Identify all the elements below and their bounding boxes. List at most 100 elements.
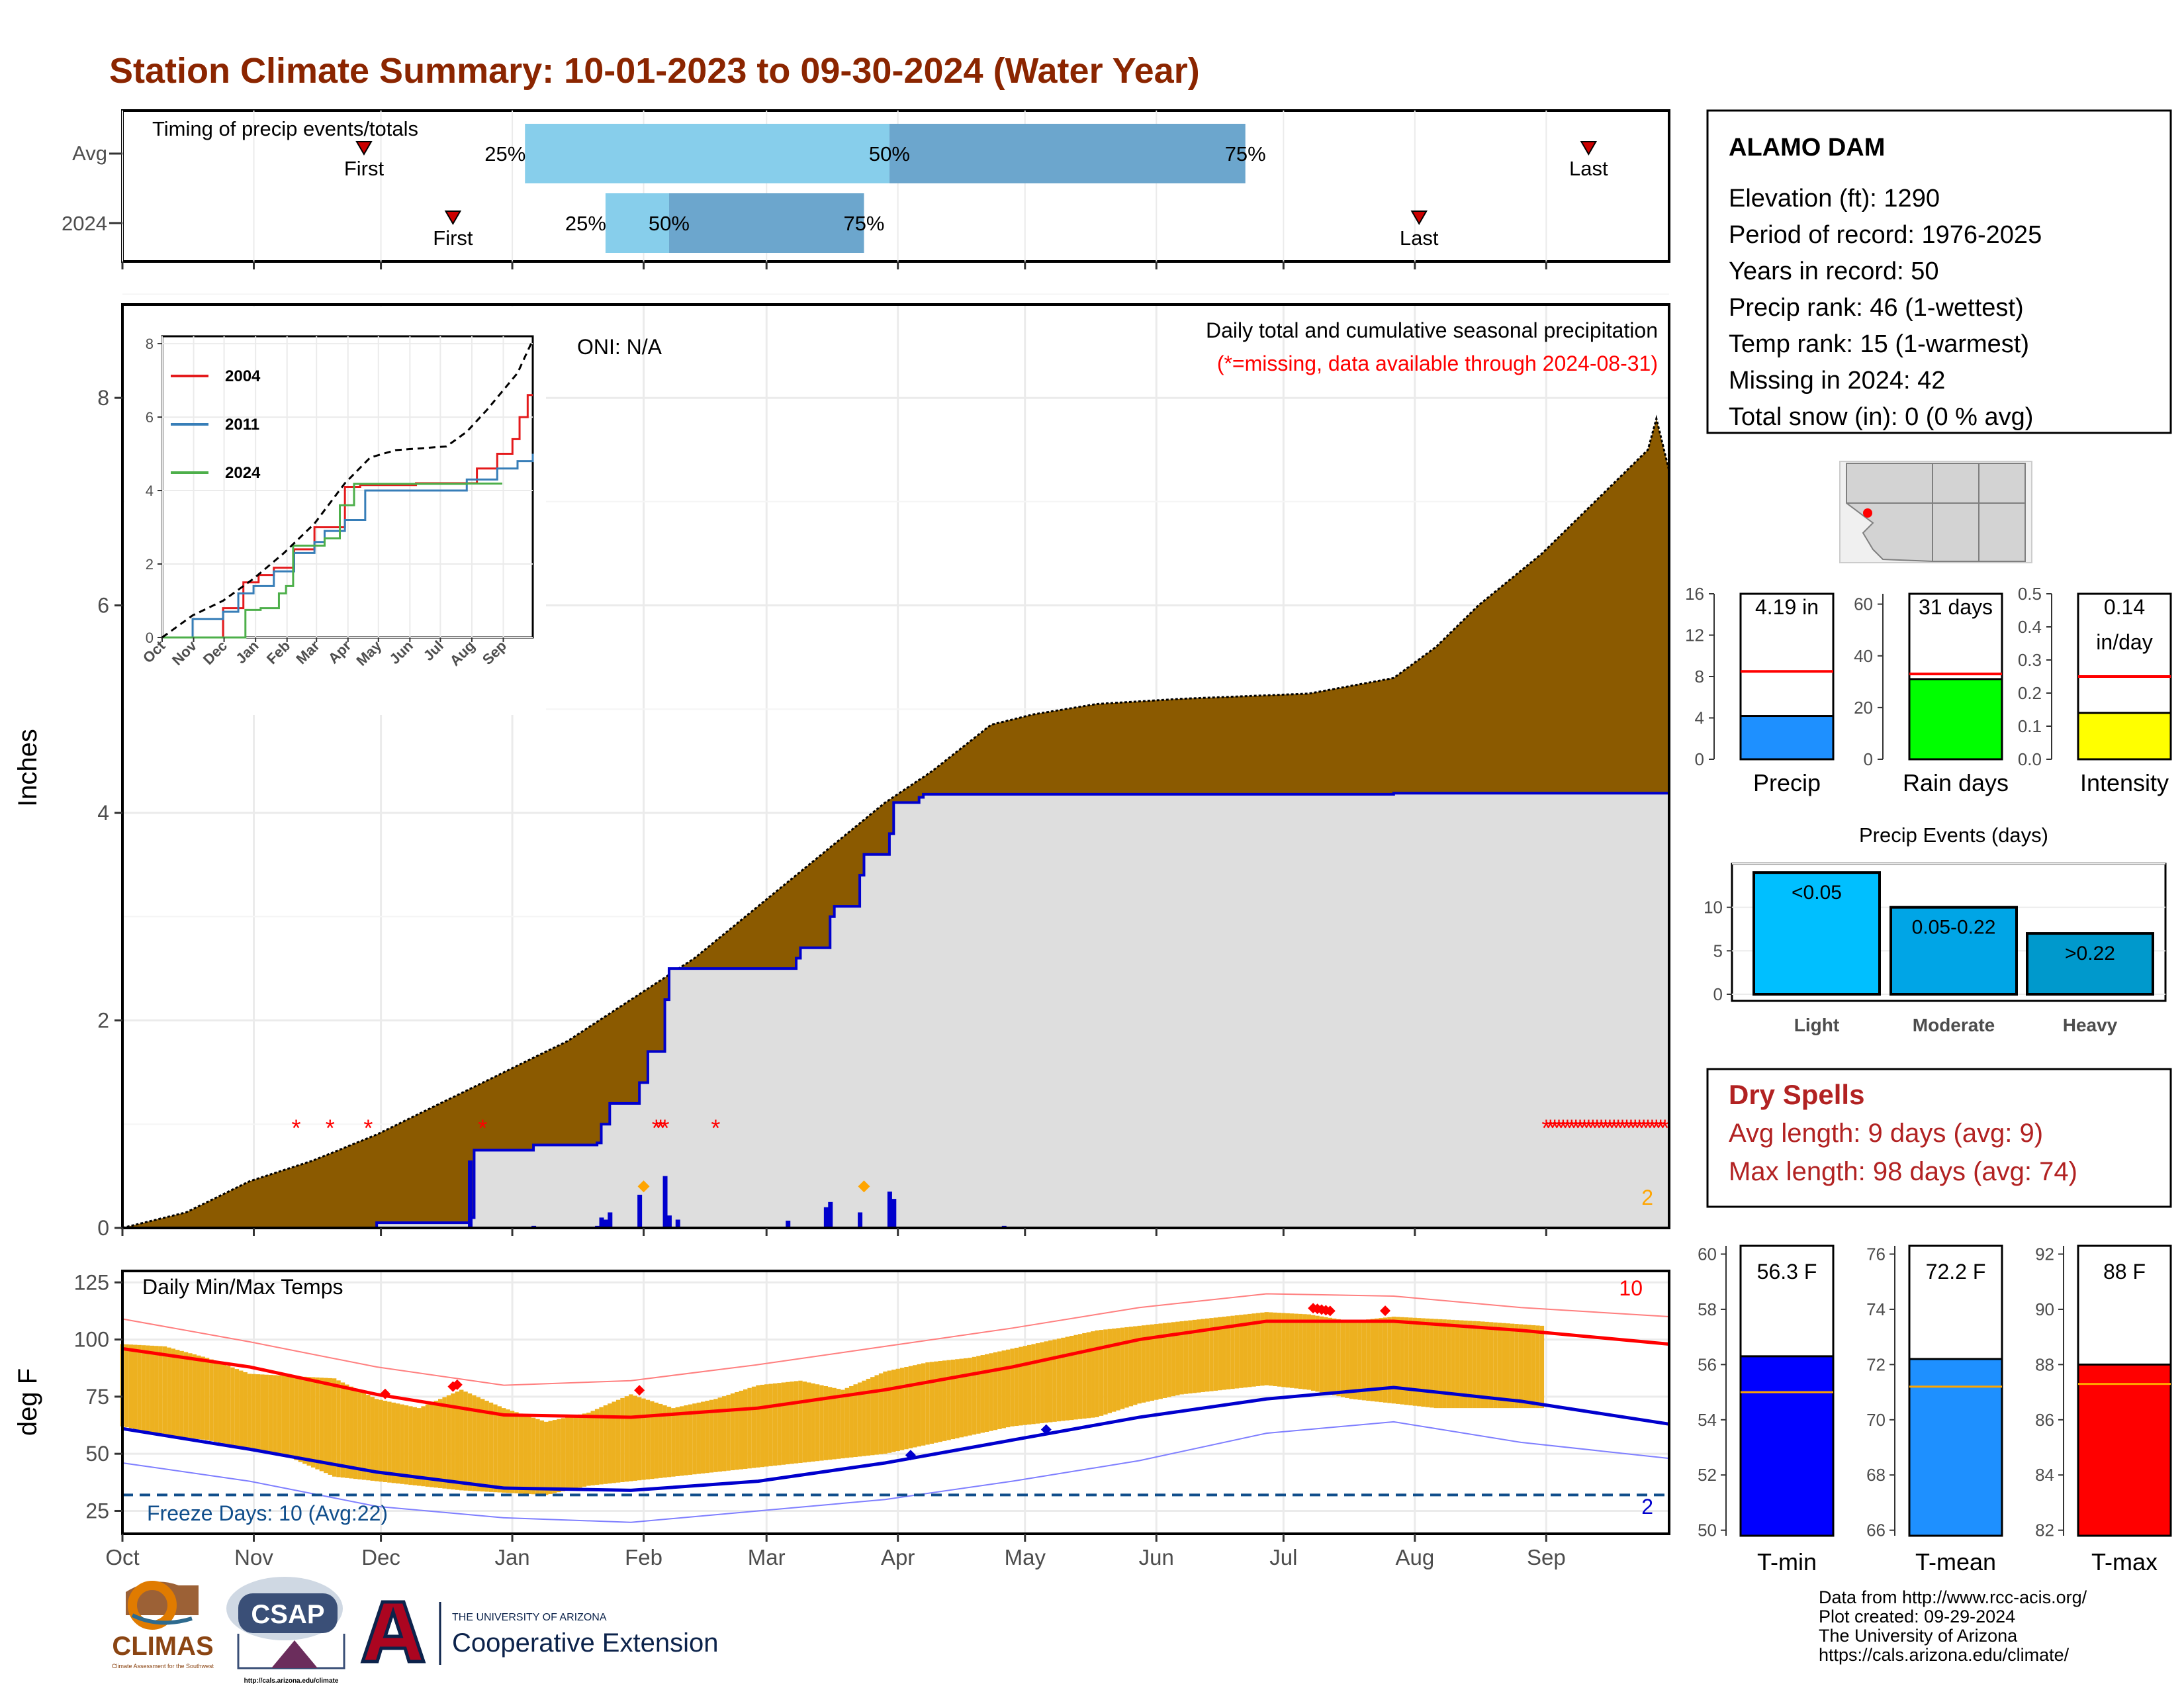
events-bar-moderate — [1889, 906, 2018, 996]
temp-range-bar — [1370, 1319, 1375, 1401]
timing-pct-label: 75% — [1225, 142, 1266, 165]
temp-range-bar — [565, 1417, 570, 1491]
temp-range-bar — [743, 1389, 748, 1469]
temp-range-bar — [1234, 1315, 1240, 1389]
temp-range-bar — [1209, 1318, 1214, 1391]
timing-event-label: Last — [1569, 157, 1608, 180]
temp-range-bar — [764, 1384, 769, 1467]
record-high-marker — [1380, 1305, 1391, 1317]
missing-day-marker: * — [292, 1114, 301, 1141]
temp-range-bar — [887, 1370, 892, 1453]
ua-logo-small-text: THE UNIVERSITY OF ARIZONA — [452, 1612, 607, 1623]
temp-range-bar — [739, 1390, 743, 1470]
temp-range-bar — [319, 1378, 324, 1472]
temp-range-bar — [137, 1344, 142, 1430]
temp-range-bar — [1052, 1339, 1057, 1422]
timing-panel: 25% 50% 75% First Last 25% 50% 75% First Last Tim… — [62, 109, 1670, 269]
missing-day-marker: * — [1643, 1114, 1653, 1141]
temp-xtick-label: May — [1005, 1545, 1046, 1570]
missing-markers: * * * * *** * ***************************** — [292, 1114, 1670, 1141]
temp-range-bar — [705, 1401, 709, 1474]
temp-range-bar — [578, 1414, 582, 1488]
missing-day-marker: * — [1584, 1114, 1593, 1141]
temp-range-bar — [1518, 1324, 1524, 1409]
temp-range-bar — [612, 1401, 616, 1483]
temp-range-bar — [1124, 1327, 1129, 1408]
temp-range-bar — [895, 1368, 900, 1452]
temp-range-bar — [756, 1385, 760, 1468]
temp-range-bar — [1005, 1349, 1011, 1428]
temp-range-bar — [379, 1399, 383, 1482]
temp-range-bar — [1120, 1327, 1125, 1409]
temp-range-bar — [790, 1382, 794, 1464]
cumulative-2024-line — [122, 792, 1669, 1229]
temp-bar-tick-label: 74 — [1866, 1299, 1886, 1319]
temp-range-bar — [629, 1394, 633, 1481]
temp-range-bar — [1268, 1312, 1273, 1386]
temp-bar-tick-label: 90 — [2035, 1299, 2054, 1319]
temp-xtick-label: Apr — [881, 1545, 915, 1570]
timing-event-marker — [1580, 141, 1598, 156]
daily-precip-bar — [599, 1217, 604, 1228]
record-low-marker — [905, 1450, 916, 1461]
temp-range-bar — [794, 1381, 799, 1464]
timing-bar-25-50 — [525, 124, 889, 183]
temp-range-bar — [408, 1406, 413, 1485]
temp-range-bar — [1273, 1312, 1277, 1386]
temp-range-bar — [277, 1375, 282, 1456]
temp-range-bar — [1205, 1318, 1210, 1392]
temp-range-bar — [1379, 1318, 1383, 1403]
precip-ytick-label: 2 — [97, 1009, 109, 1033]
precip-axis: 0 2 4 6 8 — [97, 386, 1547, 1240]
temp-range-bar — [950, 1359, 956, 1440]
missing-day-marker: * — [1635, 1114, 1644, 1141]
temp-range-bar — [1455, 1320, 1460, 1409]
missing-day-marker: * — [660, 1114, 670, 1141]
temp-range-bar — [713, 1399, 718, 1472]
temp-range-bar — [1065, 1336, 1070, 1421]
temp-range-bar — [158, 1346, 163, 1435]
temp-range-bar — [310, 1377, 316, 1468]
timing-event-label: First — [433, 226, 473, 250]
events-bar-light — [1752, 871, 1881, 996]
locator-map — [1839, 461, 2032, 563]
missing-day-marker: * — [1555, 1114, 1564, 1141]
temp-range-bar — [1476, 1321, 1481, 1409]
temp-range-bar — [921, 1363, 926, 1446]
temp-range-bar — [938, 1361, 942, 1442]
temp-range-bar — [1035, 1343, 1040, 1424]
missing-day-marker: * — [1550, 1114, 1559, 1141]
missing-day-marker: * — [1546, 1114, 1555, 1141]
temp-range-bar — [446, 1395, 451, 1489]
snow-marker — [858, 1180, 870, 1193]
inset-legend: 2004 2011 2024 — [171, 367, 261, 482]
temp-range-bar — [925, 1362, 930, 1445]
temp-range-bar — [1150, 1324, 1155, 1401]
events-ytick-label: 0 — [1713, 984, 1723, 1004]
station-info-line: Total snow (in): 0 (0 % avg) — [1729, 403, 2033, 431]
precip-missing-caption: (*=missing, data available through 2024-… — [1217, 352, 1658, 375]
temp-range-bar — [1040, 1342, 1044, 1423]
temp-range-bar — [1069, 1336, 1074, 1421]
footer-line: https://cals.arizona.edu/climate/ — [1819, 1645, 2070, 1665]
dry-spells-max: Max length: 98 days (avg: 74) — [1729, 1157, 2077, 1186]
temp-range-bar — [823, 1385, 829, 1460]
temp-range-bar — [1116, 1328, 1120, 1411]
temp-range-bar — [1251, 1313, 1256, 1387]
temp-range-bar — [862, 1380, 866, 1456]
events-bars: <0.05 Light 0.05-0.22 Moderate >0.22 Heavy — [1752, 871, 2154, 1035]
mini-bar-label-rain-days: Rain days — [1903, 769, 2009, 796]
temp-range-bar — [476, 1397, 481, 1491]
daily-precip-bar — [823, 1207, 829, 1228]
missing-day-marker: * — [1563, 1114, 1572, 1141]
daily-precip-bar — [675, 1219, 680, 1228]
missing-day-marker: * — [1647, 1114, 1657, 1141]
precip-events-chart: Precip Events (days) <0.05 Light 0.05-0.22… — [1704, 823, 2167, 1035]
temp-range-bar — [561, 1418, 566, 1491]
temp-range-bar — [1535, 1325, 1540, 1409]
temp-range-bar — [480, 1399, 485, 1492]
temp-bottom-count: 2 — [1641, 1495, 1653, 1519]
precip-ylabel: Inches — [13, 729, 42, 807]
temp-range-bar — [366, 1395, 371, 1481]
timing-pct-label: 75% — [843, 212, 884, 235]
